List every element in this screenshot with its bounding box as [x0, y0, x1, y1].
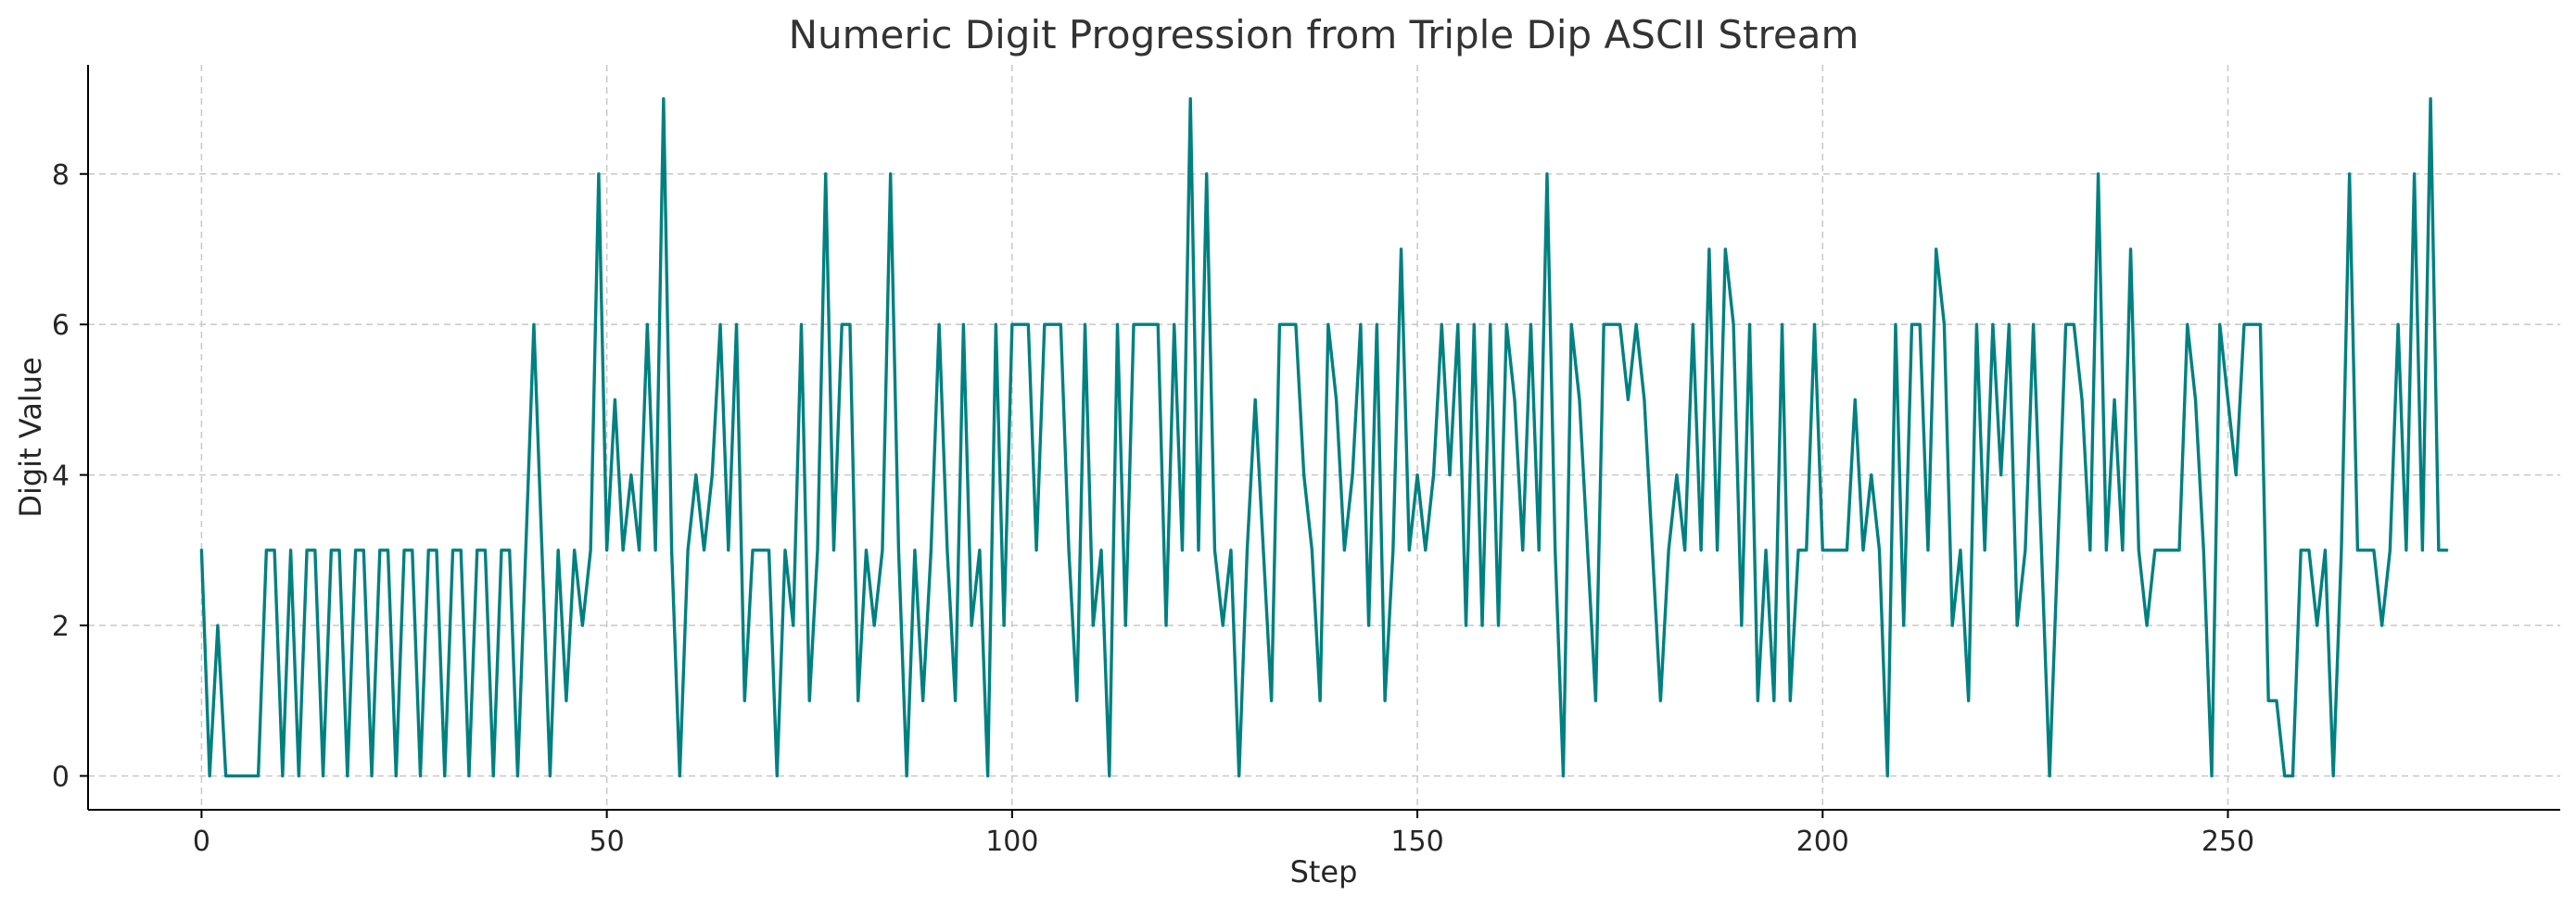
y-tick-label: 8: [52, 159, 70, 192]
y-tick-label: 0: [52, 761, 70, 793]
series-layer: [199, 96, 2449, 778]
x-tick-label: 200: [1796, 826, 1849, 858]
x-tick-label: 0: [193, 826, 210, 858]
x-tick-label: 100: [985, 826, 1038, 858]
y-tick-label: 4: [52, 460, 70, 493]
x-tick-label: 50: [590, 826, 625, 858]
x-axis-label: Step: [1290, 854, 1358, 889]
tick-marks: 0 50 100 150 200 250 0 2 4 6 8: [52, 159, 2254, 858]
series-line: [199, 96, 2449, 778]
y-tick-label: 2: [52, 611, 70, 643]
x-tick-label: 150: [1390, 826, 1443, 858]
y-axis-label: Digit Value: [13, 357, 48, 517]
chart-title: Numeric Digit Progression from Triple Di…: [789, 12, 1859, 57]
y-tick-label: 6: [52, 309, 70, 342]
x-tick-label: 250: [2202, 826, 2254, 858]
